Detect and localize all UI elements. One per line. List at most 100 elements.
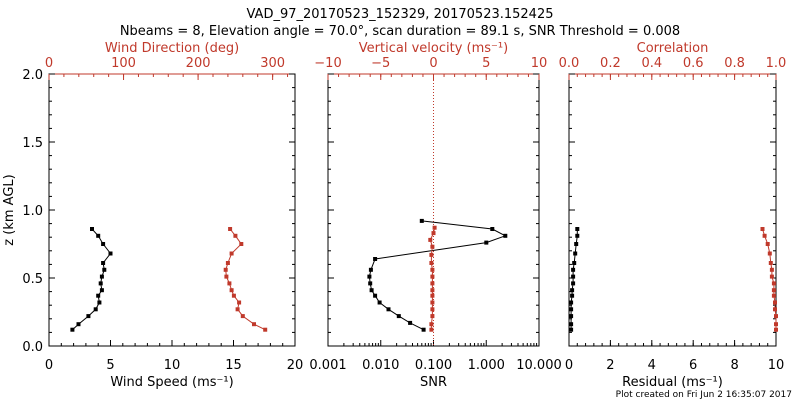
x-tick-label: 4 xyxy=(648,358,656,373)
x-tick-label: 2 xyxy=(606,358,614,373)
y-tick-label: 1.5 xyxy=(22,136,43,151)
x-axis-label: SNR xyxy=(420,375,447,390)
data-point-red xyxy=(773,307,777,312)
data-point-black xyxy=(99,274,104,279)
top-tick-label: 300 xyxy=(260,56,285,71)
data-point-red xyxy=(239,242,244,246)
x-tick-label: 15 xyxy=(225,358,242,373)
data-point-red xyxy=(769,267,774,272)
data-point-black xyxy=(569,322,574,327)
y-tick-label: 2.0 xyxy=(22,68,43,83)
data-point-red xyxy=(429,252,434,257)
data-point-red xyxy=(430,267,435,272)
x-tick-label: 1.000 xyxy=(468,358,505,373)
panel-wind: 0.0 0.5 1.0 1.5 2.0 z (km AGL) 0 5 10 15 20 Wind Sp… xyxy=(2,41,303,390)
data-point-black xyxy=(96,293,101,298)
data-point-black xyxy=(102,267,107,272)
data-point-red xyxy=(430,307,435,312)
data-point-black xyxy=(108,251,113,256)
top-tick-label: 0 xyxy=(429,56,437,71)
data-point-black xyxy=(572,261,577,265)
top-axis-label: Vertical velocity (ms⁻¹) xyxy=(359,41,508,56)
x-tick-label: 6 xyxy=(689,358,697,373)
data-point-black xyxy=(570,293,575,298)
data-point-black xyxy=(367,274,372,279)
data-point-red xyxy=(432,225,437,230)
top-axis-label: Wind Direction (deg) xyxy=(105,41,239,56)
data-point-black xyxy=(86,314,91,319)
x-tick-label: 10.000 xyxy=(516,358,562,373)
data-point-black xyxy=(96,233,101,238)
data-point-black xyxy=(571,281,576,286)
top-tick-label: −10 xyxy=(314,56,341,71)
data-point-red xyxy=(767,251,772,256)
data-point-red xyxy=(773,300,777,305)
top-axis-label: Correlation xyxy=(637,41,709,56)
data-point-red xyxy=(237,300,242,305)
y-tick-label: 0.5 xyxy=(22,272,43,287)
data-point-red xyxy=(430,244,435,249)
data-point-black xyxy=(573,251,578,256)
data-point-black xyxy=(569,307,574,312)
y-tick-label: 0.0 xyxy=(22,340,43,355)
x-tick-label: 0.100 xyxy=(415,358,452,373)
data-point-black xyxy=(90,227,94,231)
data-point-red xyxy=(225,261,230,265)
data-point-black xyxy=(93,307,98,312)
data-point-red xyxy=(430,293,435,298)
panel-residual: 0 2 4 6 8 10 Residual (ms⁻¹) 0.0 0.2 0.4 0.6 0.8 1.0… xyxy=(559,41,787,390)
data-point-red xyxy=(774,322,778,327)
data-point-black xyxy=(571,274,576,279)
top-tick-label: 0.0 xyxy=(559,56,580,71)
plot-frame xyxy=(48,73,296,347)
data-point-red xyxy=(429,261,434,265)
top-tick-label: −5 xyxy=(371,56,390,71)
data-point-red xyxy=(223,267,228,272)
data-point-red xyxy=(224,274,229,279)
figure-subtitle: Nbeams = 8, Elevation angle = 70.0°, sca… xyxy=(120,24,680,39)
data-point-black xyxy=(575,227,580,231)
data-point-black xyxy=(569,314,574,319)
data-point-red xyxy=(428,237,433,242)
data-point-red xyxy=(762,233,767,238)
data-point-red xyxy=(430,274,435,279)
top-tick-label: 0.8 xyxy=(724,56,745,71)
x-axis-label: Residual (ms⁻¹) xyxy=(622,375,723,390)
top-tick-label: 0.2 xyxy=(600,56,621,71)
data-point-black xyxy=(368,267,373,272)
data-point-black xyxy=(369,288,374,293)
plot-created-footer: Plot created on Fri Jun 2 16:35:07 2017 xyxy=(616,390,792,400)
data-point-red xyxy=(760,227,765,231)
x-tick-label: 20 xyxy=(287,358,304,373)
data-point-red xyxy=(430,288,435,293)
data-point-red xyxy=(430,281,435,286)
data-point-black xyxy=(97,300,102,305)
y-axis-label: z (km AGL) xyxy=(2,174,17,245)
top-tick-label: 10 xyxy=(531,56,548,71)
data-point-red xyxy=(430,314,435,319)
data-point-red xyxy=(233,233,238,238)
data-point-black xyxy=(99,288,104,293)
data-point-black xyxy=(419,218,424,223)
data-point-black xyxy=(70,327,75,332)
data-point-red xyxy=(235,307,240,312)
data-point-black xyxy=(484,240,489,245)
top-tick-label: 5 xyxy=(482,56,490,71)
data-point-black xyxy=(396,314,401,319)
data-point-black xyxy=(503,233,508,238)
data-point-red xyxy=(431,231,436,236)
data-point-red xyxy=(227,281,232,286)
x-tick-label: 0 xyxy=(45,358,53,373)
data-point-red xyxy=(252,322,256,327)
data-point-black xyxy=(571,267,576,272)
data-point-red xyxy=(765,242,770,246)
data-point-black xyxy=(569,327,574,332)
data-point-black xyxy=(386,307,391,312)
data-point-black xyxy=(76,322,81,327)
x-tick-label: 0 xyxy=(565,358,573,373)
data-point-red xyxy=(229,288,234,293)
data-point-black xyxy=(101,261,106,265)
data-point-black xyxy=(373,257,378,261)
